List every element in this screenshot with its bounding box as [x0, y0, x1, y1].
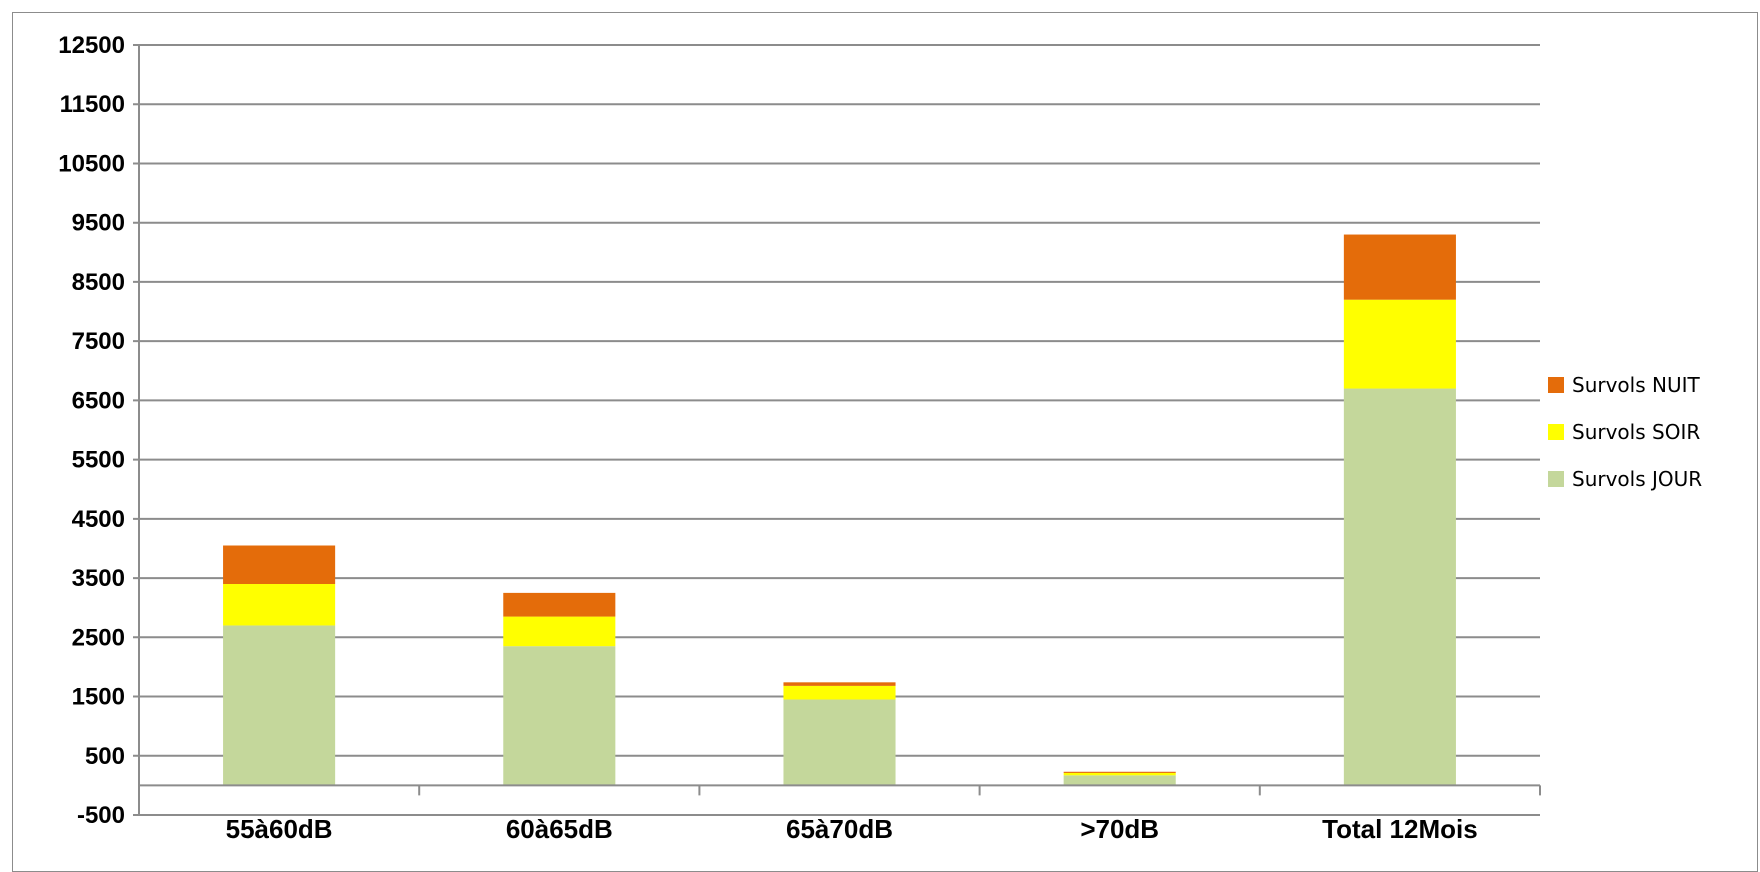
legend-swatch [1548, 424, 1564, 440]
bar-segment-survols-nuit [223, 545, 336, 584]
y-tick-label: 10500 [58, 150, 125, 177]
bar-segment-survols-jour [223, 625, 336, 786]
legend-swatch [1548, 377, 1564, 393]
bar-segment-survols-jour [1063, 775, 1176, 786]
axes [138, 45, 1541, 815]
x-tick-label: 60à65dB [506, 814, 613, 844]
gridlines [133, 44, 1540, 816]
y-tick-labels: -500 500 1500 2500 3500 4500 5500 6500 7500 8500 9… [58, 32, 125, 829]
x-tick-labels: 55à60dB 60à65dB 65à70dB >70dB Total 12Mois [226, 814, 1478, 844]
y-tick-label: 5500 [72, 447, 125, 474]
x-tick-label: 55à60dB [226, 814, 333, 844]
x-tick-label: >70dB [1080, 814, 1159, 844]
y-tick-label: 4500 [72, 506, 125, 533]
bar-segment-survols-soir [503, 616, 616, 647]
x-tick-label: 65à70dB [786, 814, 893, 844]
legend-label: Survols NUIT [1572, 373, 1700, 397]
y-tick-label: -500 [77, 802, 125, 829]
legend-swatch [1548, 471, 1564, 487]
bar-segment-survols-soir [783, 685, 896, 700]
legend-label: Survols SOIR [1572, 420, 1700, 444]
y-tick-label: 2500 [72, 624, 125, 651]
y-tick-label: 9500 [72, 210, 125, 237]
x-tick-label: Total 12Mois [1322, 814, 1478, 844]
y-tick-label: 6500 [72, 387, 125, 414]
bar-segment-survols-jour [783, 699, 896, 786]
legend: Survols NUIT Survols SOIR Survols JOUR [1548, 373, 1702, 491]
bar-segment-survols-soir [1063, 772, 1176, 776]
y-tick-label: 500 [85, 743, 125, 770]
y-tick-label: 12500 [58, 32, 125, 59]
bar-segment-survols-jour [1343, 388, 1456, 786]
y-tick-label: 11500 [60, 91, 125, 118]
bar-segment-survols-nuit [1063, 771, 1176, 773]
y-tick-label: 3500 [72, 565, 125, 592]
y-tick-label: 7500 [72, 328, 125, 355]
bar-segment-survols-soir [223, 584, 336, 626]
bar-segment-survols-soir [1343, 299, 1456, 389]
y-tick-label: 8500 [72, 269, 125, 296]
bars [223, 234, 1456, 786]
bar-segment-survols-jour [503, 646, 616, 786]
bar-segment-survols-nuit [783, 682, 896, 686]
y-tick-label: 1500 [72, 684, 125, 711]
bar-segment-survols-nuit [1343, 234, 1456, 300]
bar-segment-survols-nuit [503, 592, 616, 617]
legend-label: Survols JOUR [1572, 467, 1702, 491]
